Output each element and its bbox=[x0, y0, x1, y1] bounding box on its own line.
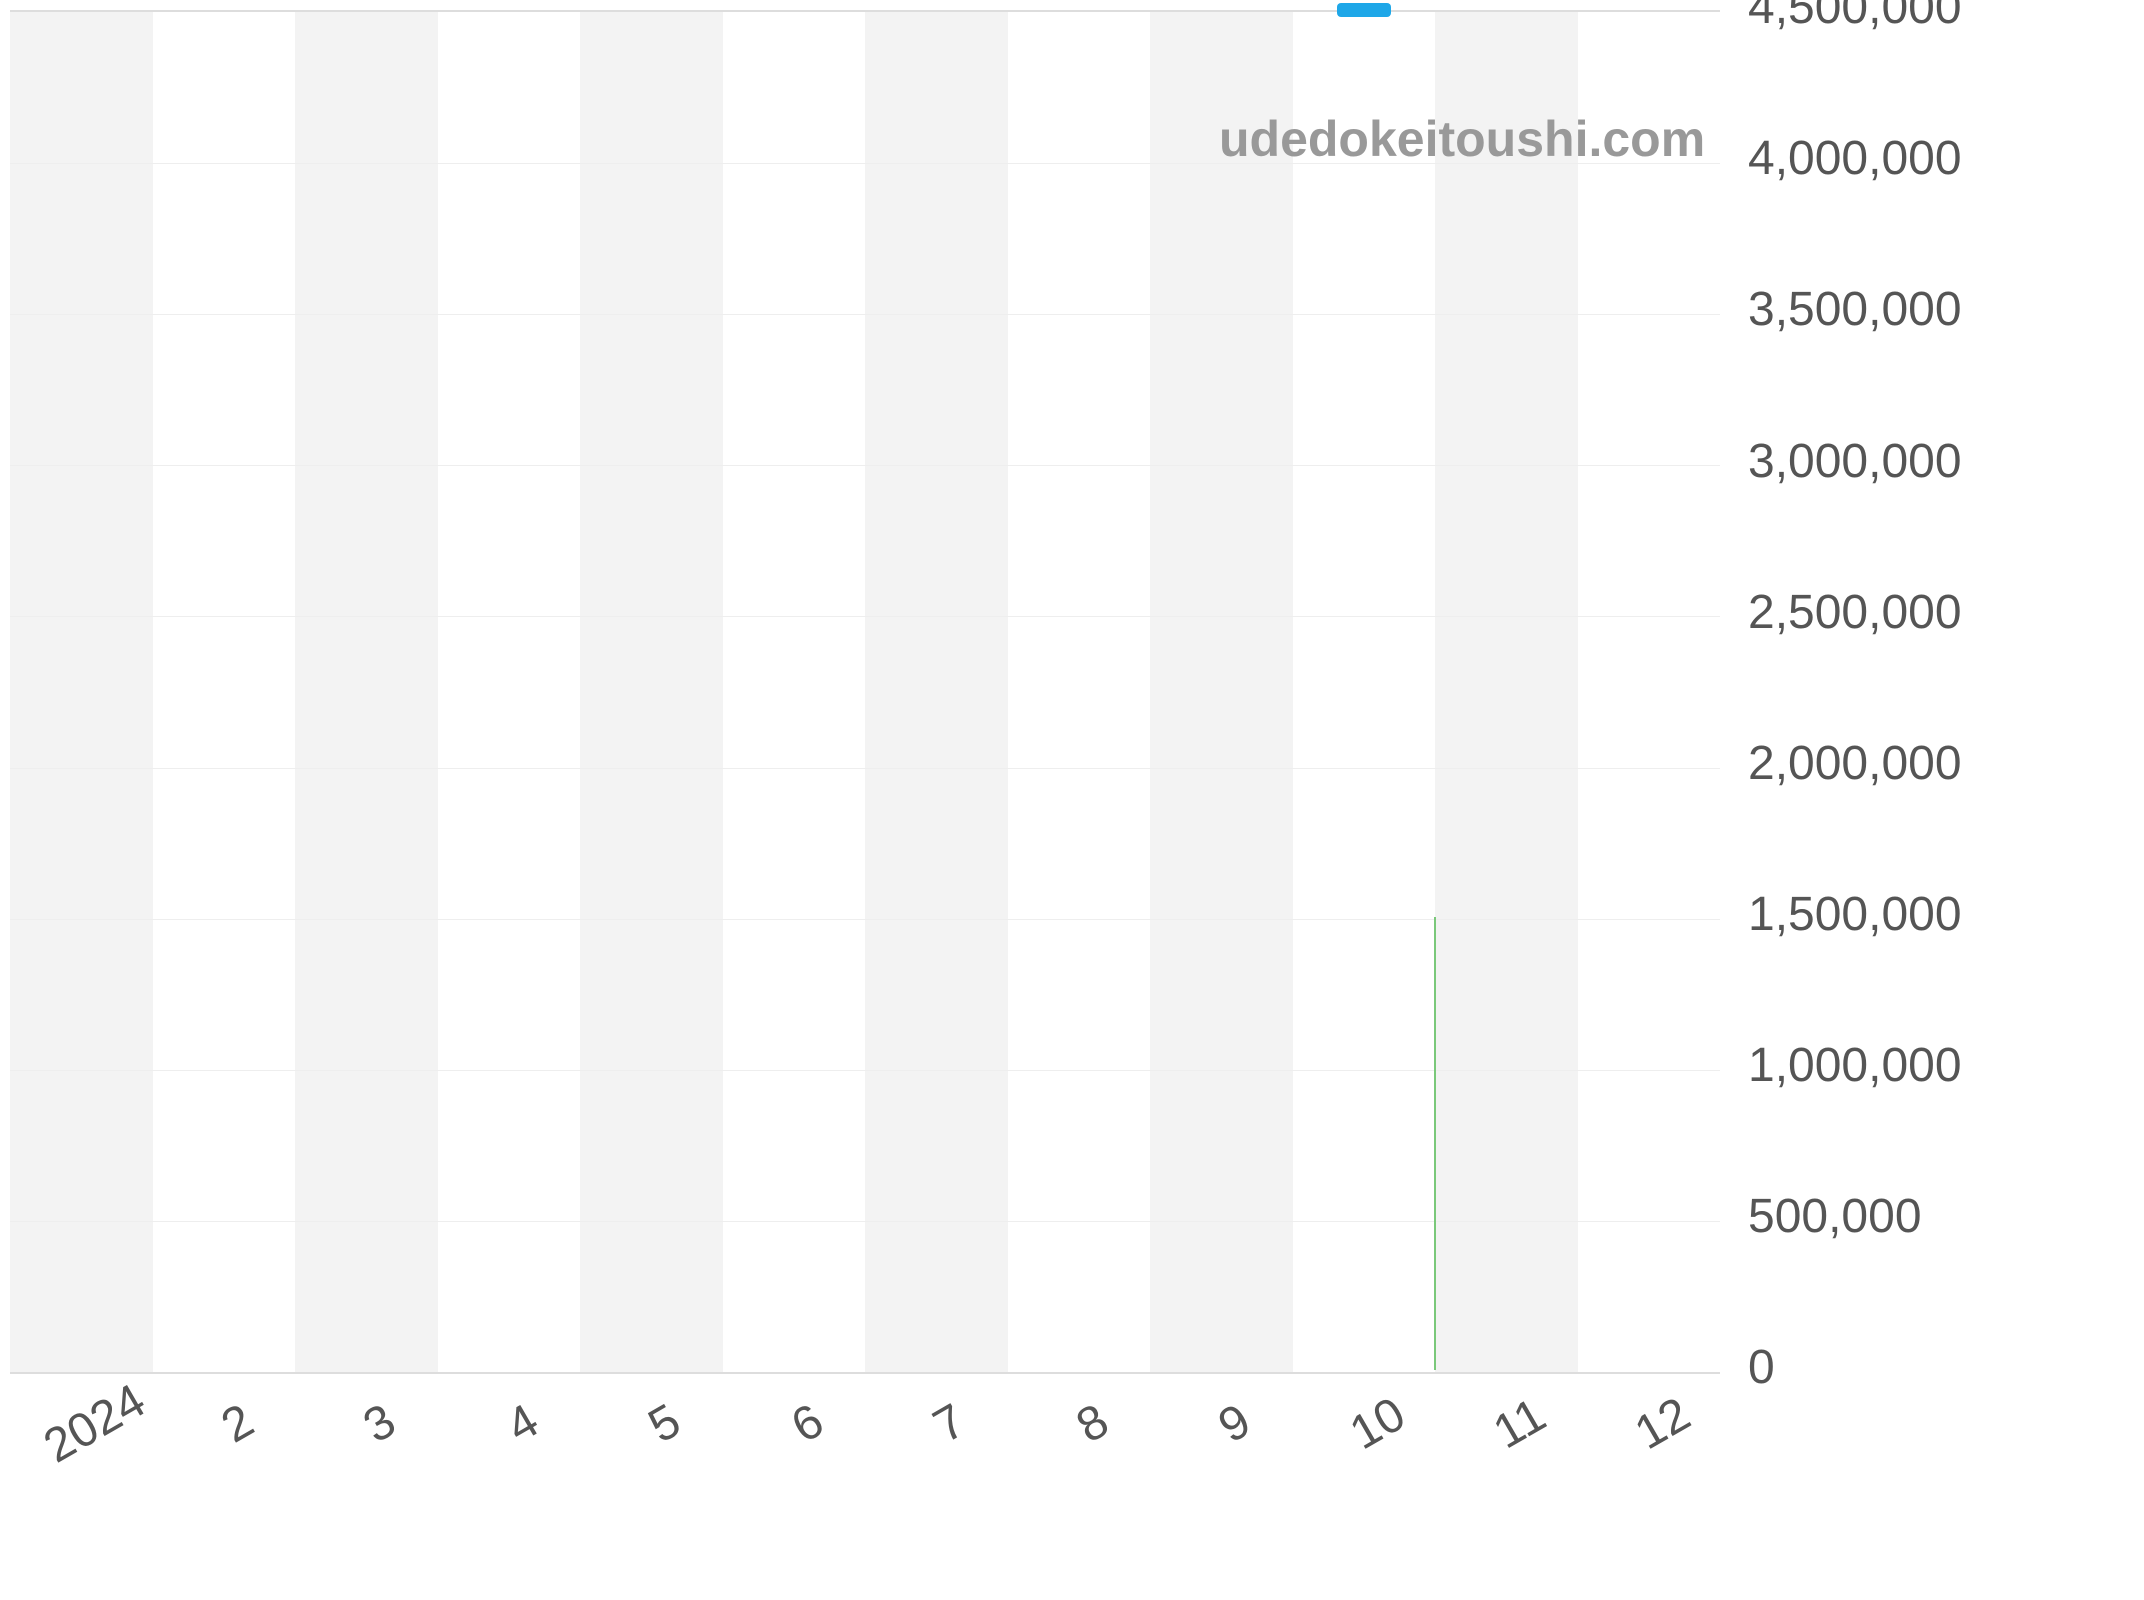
plot-band bbox=[865, 12, 1008, 1372]
plot-band bbox=[295, 12, 438, 1372]
x-axis-tick-label: 2024 bbox=[35, 1373, 155, 1474]
grid-line bbox=[10, 314, 1720, 315]
grid-line bbox=[10, 1221, 1720, 1222]
x-axis-tick-label: 4 bbox=[497, 1393, 548, 1454]
plot-band bbox=[1150, 12, 1293, 1372]
x-axis-tick-label: 3 bbox=[355, 1393, 406, 1454]
plot-band bbox=[1578, 12, 1721, 1372]
grid-line bbox=[10, 919, 1720, 920]
x-axis-tick-label: 5 bbox=[640, 1393, 691, 1454]
data-range-line bbox=[1434, 917, 1436, 1370]
y-axis-tick-label: 2,500,000 bbox=[1748, 585, 1962, 640]
x-axis-tick-label: 10 bbox=[1341, 1387, 1415, 1461]
plot-band bbox=[438, 12, 581, 1372]
watermark-text: udedokeitoushi.com bbox=[1219, 110, 1705, 168]
plot-band bbox=[1435, 12, 1578, 1372]
plot-band bbox=[580, 12, 723, 1372]
plot-area bbox=[10, 10, 1720, 1374]
x-axis-tick-label: 8 bbox=[1067, 1393, 1118, 1454]
y-axis-tick-label: 500,000 bbox=[1748, 1189, 1922, 1244]
y-axis-tick-label: 4,500,000 bbox=[1748, 0, 1962, 35]
price-chart: 0 500,000 1,000,000 1,500,000 2,000,000 2,500… bbox=[0, 0, 2144, 1600]
y-axis-tick-label: 2,000,000 bbox=[1748, 736, 1962, 791]
plot-band bbox=[1008, 12, 1151, 1372]
plot-band bbox=[153, 12, 296, 1372]
x-axis-tick-label: 9 bbox=[1210, 1393, 1261, 1454]
grid-line bbox=[10, 768, 1720, 769]
grid-line bbox=[10, 616, 1720, 617]
plot-band bbox=[1293, 12, 1436, 1372]
data-point-marker bbox=[1337, 3, 1391, 17]
plot-band bbox=[723, 12, 866, 1372]
y-axis-tick-label: 0 bbox=[1748, 1340, 1775, 1395]
x-axis-tick-label: 12 bbox=[1626, 1387, 1700, 1461]
x-axis-tick-label: 6 bbox=[782, 1393, 833, 1454]
y-axis-tick-label: 3,500,000 bbox=[1748, 282, 1962, 337]
y-axis-tick-label: 3,000,000 bbox=[1748, 434, 1962, 489]
grid-line bbox=[10, 465, 1720, 466]
y-axis-tick-label: 1,500,000 bbox=[1748, 887, 1962, 942]
y-axis-tick-label: 1,000,000 bbox=[1748, 1038, 1962, 1093]
plot-band bbox=[10, 12, 153, 1372]
y-axis-tick-label: 4,000,000 bbox=[1748, 131, 1962, 186]
x-axis-tick-label: 11 bbox=[1485, 1388, 1556, 1461]
x-axis-tick-label: 2 bbox=[212, 1393, 263, 1454]
grid-line bbox=[10, 1070, 1720, 1071]
x-axis-tick-label: 7 bbox=[925, 1393, 976, 1454]
